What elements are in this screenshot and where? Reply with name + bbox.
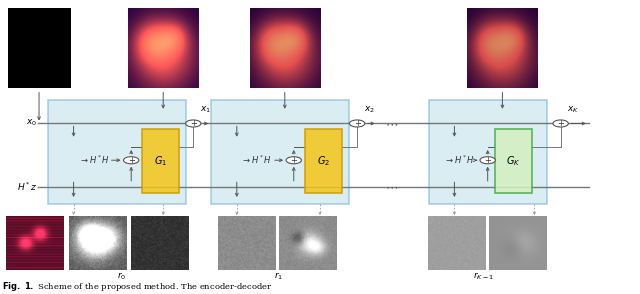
- Bar: [211, 100, 349, 204]
- Circle shape: [553, 120, 568, 127]
- Text: +: +: [128, 156, 134, 165]
- Text: $x_0$: $x_0$: [26, 117, 37, 128]
- Circle shape: [186, 120, 201, 127]
- Text: $\rightarrow H^*H$: $\rightarrow H^*H$: [241, 154, 271, 166]
- Text: $G_1$: $G_1$: [154, 154, 167, 168]
- Text: $\cdots$: $\cdots$: [385, 180, 398, 193]
- Text: $r_{K-1}$: $r_{K-1}$: [473, 270, 493, 282]
- Text: +: +: [190, 119, 196, 128]
- Text: +: +: [291, 156, 297, 165]
- Text: $\cdots$: $\cdots$: [385, 117, 398, 130]
- Bar: [48, 100, 186, 204]
- Bar: [142, 129, 179, 193]
- Text: $r_1$: $r_1$: [274, 270, 283, 282]
- Circle shape: [124, 157, 139, 164]
- Bar: [305, 129, 342, 193]
- Circle shape: [480, 157, 495, 164]
- Text: $x_K$: $x_K$: [567, 104, 579, 115]
- Text: +: +: [354, 119, 360, 128]
- Text: +: +: [557, 119, 564, 128]
- Text: $x_1$: $x_1$: [200, 104, 211, 115]
- Text: $x_2$: $x_2$: [364, 104, 374, 115]
- Text: $\rightarrow H^*H$: $\rightarrow H^*H$: [444, 154, 475, 166]
- Text: +: +: [484, 156, 491, 165]
- Text: $H^*z$: $H^*z$: [17, 181, 37, 193]
- Text: $r_0$: $r_0$: [117, 270, 126, 282]
- Text: $G_K$: $G_K$: [506, 154, 520, 168]
- Text: $\mathbf{Fig.\ 1.}$ Scheme of the proposed method. The encoder-decoder: $\mathbf{Fig.\ 1.}$ Scheme of the propos…: [2, 280, 273, 293]
- Text: $\rightarrow H^*H$: $\rightarrow H^*H$: [79, 154, 110, 166]
- Bar: [429, 100, 547, 204]
- Bar: [495, 129, 532, 193]
- Text: $G_2$: $G_2$: [317, 154, 330, 168]
- Circle shape: [286, 157, 301, 164]
- Circle shape: [349, 120, 365, 127]
